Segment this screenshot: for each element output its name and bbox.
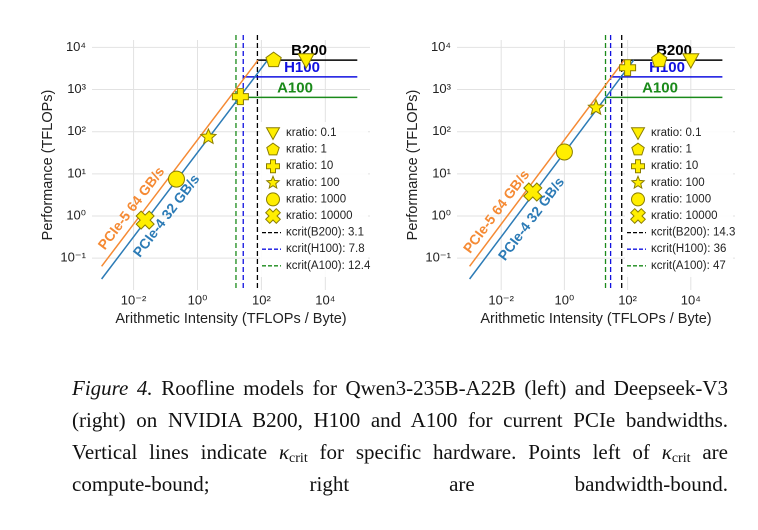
data-point bbox=[681, 53, 700, 70]
y-tick-label: 10⁰ bbox=[66, 207, 86, 222]
data-point bbox=[199, 127, 218, 145]
data-point bbox=[555, 143, 573, 161]
caption-text: Roofline models for Qwen3-235B-A22B (lef… bbox=[72, 376, 728, 464]
caption-math: κ bbox=[278, 440, 290, 464]
legend-label: κcrit(B200): 3.1 bbox=[286, 227, 364, 239]
x-tick-label: 10⁻² bbox=[121, 292, 147, 307]
data-point bbox=[265, 51, 282, 68]
legend-label: κratio: 1 bbox=[286, 144, 327, 156]
y-tick-label: 10⁰ bbox=[431, 207, 451, 222]
x-tick-label: 10⁻² bbox=[488, 292, 514, 307]
y-axis-title: Performance (TFLOPs) bbox=[40, 90, 56, 241]
legend-marker bbox=[265, 127, 281, 141]
x-tick-label: 10² bbox=[252, 292, 271, 307]
legend-label: κcrit(A100): 47 bbox=[651, 260, 726, 272]
data-point bbox=[651, 51, 668, 68]
x-axis-title: Arithmetic Intensity (TFLOPs / Byte) bbox=[115, 311, 346, 327]
caption-label: Figure 4. bbox=[72, 376, 153, 400]
legend-label: κratio: 0.1 bbox=[286, 127, 337, 139]
caption-subscript: crit bbox=[671, 451, 691, 466]
hardware-label: H100 bbox=[284, 59, 320, 76]
data-point bbox=[231, 88, 249, 106]
legend-label: κratio: 1000 bbox=[286, 193, 346, 205]
figure: 10⁻² 10⁰ 10² 10⁴ 10⁻¹ 10⁰ 10¹ 10² 10³ 10⁴ Performa… bbox=[40, 35, 735, 327]
caption-text: are compute-bound; right are bandwidth-b… bbox=[72, 440, 728, 496]
data-point bbox=[523, 182, 543, 202]
bandwidth-line bbox=[468, 59, 625, 267]
legend-label: κratio: 10000 bbox=[286, 210, 353, 222]
chart-panel: 10⁻² 10⁰ 10² 10⁴ 10⁻¹ 10⁰ 10¹ 10² 10³ 10⁴ Performa… bbox=[40, 35, 371, 327]
y-tick-label: 10² bbox=[432, 123, 451, 138]
legend-marker bbox=[266, 159, 280, 174]
legend-marker bbox=[629, 207, 647, 225]
caption-math: κ bbox=[661, 440, 672, 464]
y-tick-label: 10¹ bbox=[432, 165, 451, 180]
y-tick-label: 10⁴ bbox=[66, 39, 86, 54]
x-axis-title: Arithmetic Intensity (TFLOPs / Byte) bbox=[480, 311, 711, 327]
legend-label: κratio: 1 bbox=[651, 144, 692, 156]
legend-label: κcrit(B200): 14.3 bbox=[651, 227, 735, 239]
x-tick-label: 10² bbox=[618, 292, 637, 307]
legend-marker bbox=[265, 174, 281, 190]
y-tick-label: 10⁴ bbox=[431, 39, 451, 54]
data-point bbox=[619, 59, 637, 77]
x-tick-label: 10⁴ bbox=[315, 292, 335, 307]
chart-panel: 10⁻² 10⁰ 10² 10⁴ 10⁻¹ 10⁰ 10¹ 10² 10³ 10⁴ Performa… bbox=[405, 35, 735, 327]
legend-label: κratio: 10000 bbox=[651, 210, 718, 222]
caption: Figure 4. Roofline models for Qwen3-235B… bbox=[72, 372, 728, 500]
legend-label: κratio: 100 bbox=[286, 177, 340, 189]
legend-label: κcrit(H100): 7.8 bbox=[286, 243, 365, 255]
legend-label: κratio: 10 bbox=[651, 160, 698, 172]
legend-marker bbox=[631, 159, 645, 174]
legend-label: κratio: 1000 bbox=[651, 193, 711, 205]
data-point bbox=[135, 210, 155, 230]
y-tick-label: 10¹ bbox=[67, 165, 86, 180]
legend-marker bbox=[630, 174, 646, 190]
legend-marker bbox=[266, 142, 280, 156]
legend-label: κratio: 100 bbox=[651, 177, 705, 189]
y-tick-label: 10³ bbox=[432, 81, 451, 96]
data-point bbox=[587, 98, 605, 116]
legend-marker bbox=[631, 192, 645, 207]
caption-subscript: crit bbox=[289, 451, 308, 466]
bandwidth-line bbox=[468, 59, 635, 280]
caption-text: for specific hardware. Points left of bbox=[307, 440, 662, 464]
hardware-label: A100 bbox=[277, 79, 313, 96]
data-point bbox=[297, 53, 315, 70]
legend-marker bbox=[630, 127, 646, 141]
y-tick-label: 10⁻¹ bbox=[60, 250, 86, 265]
legend-marker bbox=[266, 192, 280, 207]
x-tick-label: 10⁰ bbox=[188, 292, 208, 307]
legend-label: κcrit(A100): 12.4 bbox=[286, 260, 371, 272]
y-tick-label: 10² bbox=[67, 123, 86, 138]
y-tick-label: 10⁻¹ bbox=[425, 250, 451, 265]
data-point bbox=[167, 170, 185, 188]
legend-label: κratio: 10 bbox=[286, 160, 333, 172]
legend-marker bbox=[631, 142, 645, 156]
x-tick-label: 10⁰ bbox=[555, 292, 575, 307]
x-tick-label: 10⁴ bbox=[681, 292, 701, 307]
y-tick-label: 10³ bbox=[67, 81, 86, 96]
legend-label: κcrit(H100): 36 bbox=[651, 243, 726, 255]
y-axis-title: Performance (TFLOPs) bbox=[405, 90, 421, 241]
legend-label: κratio: 0.1 bbox=[651, 127, 702, 139]
legend-marker bbox=[264, 207, 282, 225]
hardware-label: A100 bbox=[642, 79, 678, 96]
